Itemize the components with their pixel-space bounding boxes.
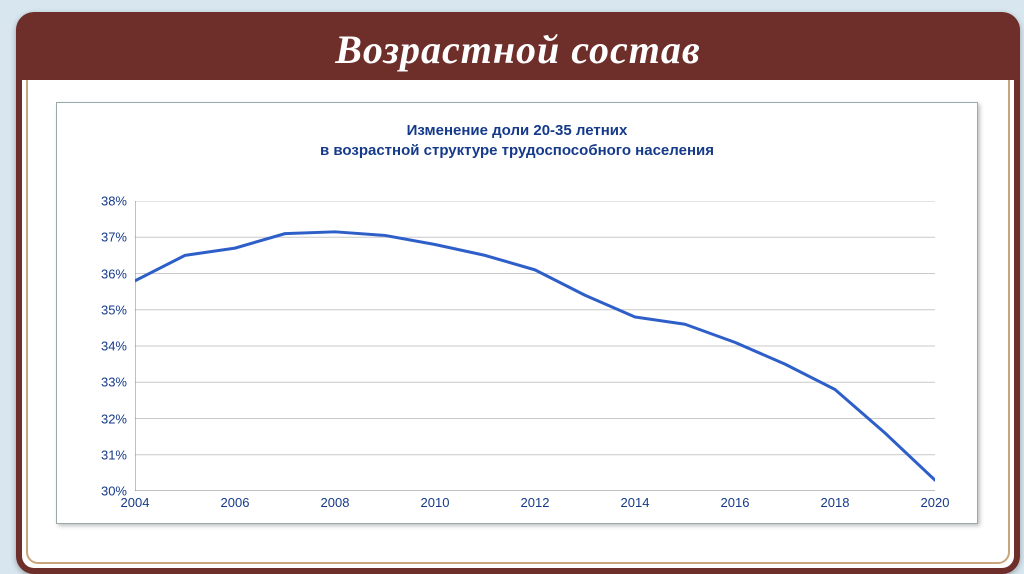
y-tick-label: 36% bbox=[57, 266, 127, 281]
x-tick-label: 2012 bbox=[521, 495, 550, 510]
x-tick-label: 2020 bbox=[921, 495, 950, 510]
chart-card: Изменение доли 20-35 летних в возрастной… bbox=[56, 102, 978, 524]
x-tick-label: 2016 bbox=[721, 495, 750, 510]
x-tick-label: 2008 bbox=[321, 495, 350, 510]
x-axis-labels: 200420062008201020122014201620182020 bbox=[135, 495, 935, 515]
y-tick-label: 38% bbox=[57, 194, 127, 209]
y-tick-label: 37% bbox=[57, 230, 127, 245]
x-tick-label: 2006 bbox=[221, 495, 250, 510]
y-tick-label: 30% bbox=[57, 484, 127, 499]
chart-svg bbox=[135, 201, 935, 491]
x-tick-label: 2014 bbox=[621, 495, 650, 510]
chart-title-line2: в возрастной структуре трудоспособного н… bbox=[97, 141, 937, 161]
x-tick-label: 2018 bbox=[821, 495, 850, 510]
y-tick-label: 32% bbox=[57, 411, 127, 426]
y-axis-labels: 30%31%32%33%34%35%36%37%38% bbox=[57, 201, 129, 491]
chart-title: Изменение доли 20-35 летних в возрастной… bbox=[97, 121, 937, 162]
title-band: Возрастной состав bbox=[16, 18, 1020, 80]
x-tick-label: 2004 bbox=[121, 495, 150, 510]
y-tick-label: 31% bbox=[57, 447, 127, 462]
x-tick-label: 2010 bbox=[421, 495, 450, 510]
slide-heading: Возрастной состав bbox=[335, 26, 701, 73]
plot-area bbox=[135, 201, 935, 491]
chart-title-line1: Изменение доли 20-35 летних bbox=[97, 121, 937, 141]
y-tick-label: 34% bbox=[57, 339, 127, 354]
y-tick-label: 33% bbox=[57, 375, 127, 390]
slide-frame: Возрастной состав Изменение доли 20-35 л… bbox=[16, 12, 1020, 574]
y-tick-label: 35% bbox=[57, 302, 127, 317]
